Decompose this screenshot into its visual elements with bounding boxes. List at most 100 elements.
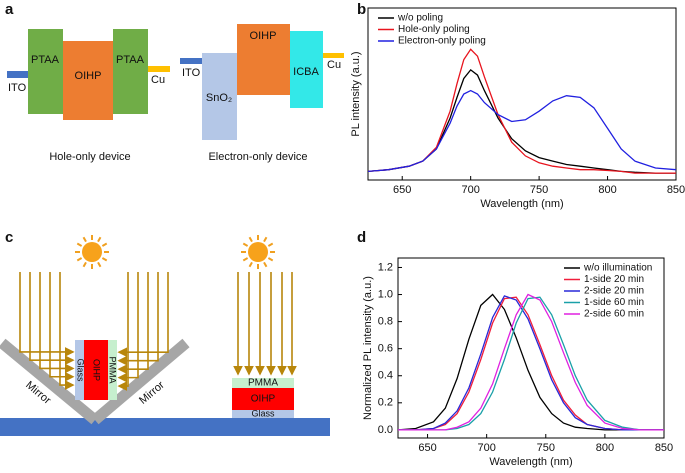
mirror	[91, 338, 190, 425]
layer-label: PTAA	[116, 54, 145, 66]
legend-label: w/o poling	[397, 13, 443, 24]
series-line	[367, 68, 676, 174]
hole-only-device: ITO PTAA OIHP PTAA Cu Hole-only device	[7, 29, 170, 163]
sun-ray	[242, 257, 249, 262]
glass-layer	[75, 340, 84, 400]
light-beam	[117, 272, 169, 358]
legend-label: Hole-only poling	[398, 24, 470, 35]
layer-label: ITO	[182, 67, 201, 79]
sun-ray	[97, 236, 102, 243]
light-beam	[117, 272, 139, 383]
layer-label: PMMA	[248, 378, 278, 389]
pmma-layer	[232, 378, 294, 388]
sun-ray	[101, 257, 108, 262]
ito-layer	[180, 58, 202, 64]
layer-label: Glass	[76, 358, 86, 382]
ptaa-layer	[113, 29, 148, 114]
panel-label: a	[5, 1, 14, 18]
panel-label: c	[5, 229, 13, 246]
ptaa-layer	[28, 29, 63, 114]
sun-ray	[263, 236, 268, 243]
y-tick-label: 0.2	[378, 397, 393, 409]
sun-ray	[248, 236, 253, 243]
illumination-diagram: Mirror Mirror Glass OIHP PMMA PMMA OIHP …	[0, 235, 330, 436]
sno2-layer	[202, 53, 237, 140]
electron-only-device: ITO SnO₂ OIHP ICBA Cu Electron-only devi…	[180, 24, 344, 163]
x-axis-label: Wavelength (nm)	[480, 198, 563, 210]
x-tick-label: 650	[418, 442, 436, 454]
plot-frame	[397, 257, 665, 439]
light-beam	[29, 272, 75, 365]
sun-ray	[97, 261, 102, 268]
x-tick-label: 650	[393, 184, 411, 196]
layer-label: OIHP	[250, 30, 277, 42]
panel-label: d	[357, 229, 366, 246]
sun-ray	[242, 242, 249, 247]
pmma-layer	[108, 340, 117, 400]
ito-layer	[7, 71, 28, 78]
sun-ray	[267, 242, 274, 247]
light-beam	[59, 272, 75, 390]
layer-label: OIHP	[92, 359, 102, 381]
oihp-layer	[237, 24, 290, 95]
layer-label: OIHP	[251, 394, 276, 405]
sun-ray	[263, 261, 268, 268]
x-tick-label: 750	[537, 442, 555, 454]
x-tick-label: 850	[655, 442, 673, 454]
plot-frame	[367, 7, 677, 181]
substrate	[0, 418, 330, 436]
layer-label: PMMA	[108, 357, 118, 384]
y-tick-label: 0.0	[378, 424, 393, 436]
y-axis-label: Normalized PL intensity (a.u.)	[362, 276, 374, 420]
sun-ray	[248, 261, 253, 268]
x-tick-label: 700	[477, 442, 495, 454]
sun-ray	[267, 257, 274, 262]
layer-label: PTAA	[31, 54, 60, 66]
legend-label: 1-side 60 min	[584, 297, 644, 308]
series-line	[398, 293, 664, 431]
light-beam	[117, 272, 149, 374]
legend-label: Electron-only poling	[398, 36, 486, 47]
x-axis-label: Wavelength (nm)	[489, 456, 572, 468]
layer-label: Cu	[327, 59, 341, 71]
layer-label: SnO₂	[206, 92, 232, 104]
x-tick-label: 700	[461, 184, 479, 196]
cu-layer	[323, 53, 344, 58]
layer-label: OIHP	[75, 70, 102, 82]
x-tick-label: 850	[667, 184, 685, 196]
y-tick-label: 1.0	[378, 288, 393, 300]
y-tick-label: 0.4	[378, 370, 393, 382]
legend-label: 2-side 60 min	[584, 309, 644, 320]
oihp-layer	[232, 388, 294, 410]
light-beam	[19, 272, 75, 357]
mirror	[0, 338, 99, 425]
series-line	[367, 48, 676, 174]
cu-layer	[148, 66, 170, 72]
x-tick-label: 800	[598, 184, 616, 196]
y-tick-label: 0.6	[378, 343, 393, 355]
light-beam	[117, 272, 159, 366]
oihp-layer	[84, 340, 108, 400]
series-line	[367, 89, 677, 173]
light-beam	[117, 272, 129, 391]
icba-layer	[290, 31, 323, 108]
light-beam	[49, 272, 75, 382]
layer-label: Glass	[251, 408, 275, 418]
light-beam	[39, 272, 75, 374]
layer-label: ICBA	[293, 66, 319, 78]
panel-label: b	[357, 1, 366, 18]
chart: 650 700 750 800 850 Wavelength (nm) PL intensi…	[350, 7, 685, 210]
legend-label: 1-side 20 min	[584, 274, 644, 285]
sun	[248, 242, 268, 262]
series-line	[397, 293, 664, 431]
chart: 650 700 750 800 850 0.0 0.2 0.4 0.6 0.8 1.0 1.2 Wave…	[362, 257, 673, 468]
caption: Hole-only device	[49, 151, 130, 163]
layer-label: Cu	[151, 74, 165, 86]
sun-ray	[76, 242, 83, 247]
sun-ray	[101, 242, 108, 247]
y-tick-label: 1.2	[378, 261, 393, 273]
oihp-layer	[63, 41, 113, 120]
x-tick-label: 750	[530, 184, 548, 196]
sun	[82, 242, 102, 262]
caption: Electron-only device	[208, 151, 307, 163]
